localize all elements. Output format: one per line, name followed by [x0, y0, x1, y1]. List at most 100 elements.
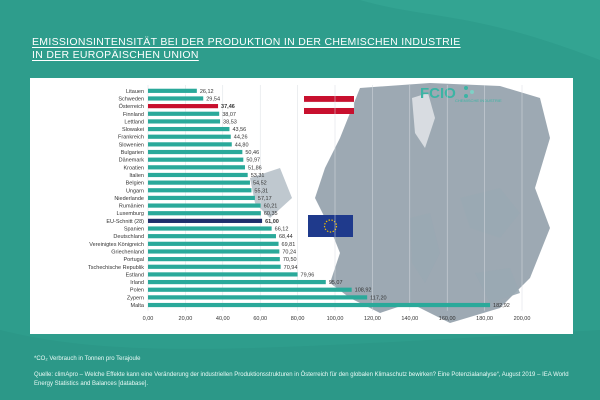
category-label: Zypern: [127, 295, 144, 301]
europe-map-image: [250, 83, 550, 323]
value-label: 51,86: [248, 165, 262, 171]
value-label: 68,44: [279, 234, 293, 240]
bar: [148, 188, 252, 193]
bar: [148, 126, 230, 132]
category-label: Frankreich: [118, 135, 144, 141]
value-label: 66,12: [275, 227, 289, 233]
category-label: Slowenien: [119, 142, 144, 148]
category-label: Finnland: [123, 112, 144, 118]
bar: [148, 226, 272, 231]
bar: [148, 88, 197, 93]
bar: [148, 302, 491, 308]
bar: [148, 295, 368, 300]
bar: [148, 157, 244, 162]
bar: [148, 142, 232, 147]
x-tick-label: 200,00: [514, 316, 531, 322]
category-label: Litauen: [126, 89, 144, 95]
eu-flag-icon: [308, 215, 353, 237]
category-label: Niederlande: [114, 196, 144, 202]
value-label: 53,31: [251, 173, 265, 179]
category-label: Portugal: [124, 257, 145, 263]
bar: [148, 195, 255, 201]
x-tick-label: 100,00: [327, 316, 344, 322]
x-tick-label: 140,00: [401, 316, 418, 322]
bar: [148, 249, 280, 254]
x-tick-label: 120,00: [364, 316, 381, 322]
category-label: Italien: [129, 173, 144, 179]
value-label: 44,26: [234, 135, 248, 141]
bar: [148, 241, 279, 246]
bar: [148, 149, 243, 155]
footnote: *CO₂ Verbrauch in Tonnen pro Terajoule: [34, 356, 141, 362]
bar: [148, 96, 204, 101]
value-label: 44,80: [235, 142, 249, 148]
page-title-line-1: EMISSIONSINTENSITÄT BEI DER PRODUKTION I…: [32, 36, 461, 48]
category-label: Polen: [130, 288, 144, 294]
category-label: Österreich: [119, 103, 144, 110]
value-label: 55,31: [254, 188, 268, 194]
value-label: 95,07: [329, 280, 343, 286]
value-label: 79,96: [301, 272, 315, 278]
value-label: 37,46: [221, 104, 235, 110]
bar: [148, 104, 219, 109]
value-label: 29,54: [206, 96, 220, 102]
category-label: Irland: [130, 280, 144, 286]
category-label: Kroatien: [124, 165, 145, 171]
value-label: 38,53: [223, 119, 237, 125]
bar: [148, 134, 231, 139]
category-label: Schweden: [118, 96, 144, 102]
value-label: 61,00: [265, 219, 279, 225]
bar-chart: FCIO CHEMISCHE INDUSTRIE LitauenSchweden…: [88, 83, 550, 323]
category-label: EU-Schnitt (28): [106, 219, 144, 225]
value-label: 60,35: [264, 211, 278, 217]
bar: [148, 264, 281, 269]
value-label: 26,12: [200, 89, 214, 95]
category-label: Bulgarien: [121, 150, 144, 156]
bar: [148, 234, 276, 239]
x-tick-label: 180,00: [476, 316, 493, 322]
bar: [148, 272, 298, 277]
bar: [148, 203, 261, 208]
x-axis-ticks: 0,00 20,00 40,00 60,00 80,00 100,00 120,00 140,…: [143, 316, 531, 322]
x-tick-label: 20,00: [179, 316, 193, 322]
value-label: 182,92: [493, 303, 510, 309]
value-label: 57,17: [258, 196, 272, 202]
x-tick-label: 80,00: [291, 316, 305, 322]
value-label: 38,07: [222, 112, 236, 118]
bars: [148, 88, 491, 308]
value-label: 70,94: [284, 265, 298, 271]
category-label: Tschechische Republik: [88, 265, 144, 271]
bar: [148, 211, 261, 216]
page-title-line-2: IN DER EUROPÄISCHEN UNION: [32, 49, 199, 61]
category-label: Dänemark: [119, 158, 145, 164]
value-label: 54,52: [253, 181, 267, 187]
source-note: Quelle: climApro – Welche Effekte kann e…: [34, 372, 569, 387]
category-label: Ungarn: [126, 188, 144, 194]
x-tick-label: 0,00: [143, 316, 154, 322]
logo-text: FCIO: [420, 85, 456, 102]
bar: [148, 111, 220, 116]
bar: [148, 279, 326, 285]
x-tick-label: 160,00: [439, 316, 456, 322]
category-label: Luxemburg: [116, 211, 144, 217]
title-block: EMISSIONSINTENSITÄT BEI DER PRODUKTION I…: [32, 36, 572, 62]
category-label: Belgien: [126, 181, 144, 187]
category-label: Lettland: [124, 119, 144, 125]
category-label: Estland: [126, 272, 144, 278]
category-label: Malta: [131, 303, 145, 309]
x-tick-label: 60,00: [253, 316, 267, 322]
value-label: 70,24: [282, 249, 296, 255]
category-label: Slowakei: [122, 127, 144, 133]
value-label: 43,56: [232, 127, 246, 133]
value-label: 50,46: [245, 150, 259, 156]
logo-subtext: CHEMISCHE INDUSTRIE: [455, 98, 502, 103]
bar: [148, 180, 250, 185]
bar: [148, 287, 352, 292]
category-label: Vereinigtes Königreich: [89, 242, 144, 248]
category-label: Rumänien: [119, 204, 144, 210]
bar: [148, 119, 221, 124]
bar: [148, 257, 280, 262]
category-label: Deutschland: [113, 234, 144, 240]
